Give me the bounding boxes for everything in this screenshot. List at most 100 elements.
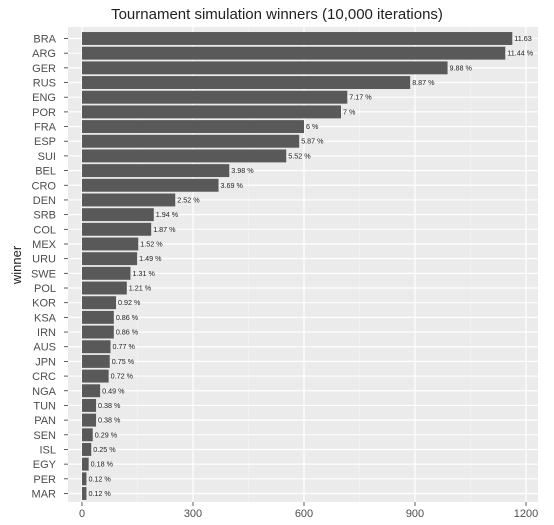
y-tick-label: JPN: [35, 356, 56, 368]
bar-swe: [82, 266, 131, 280]
y-tick-label: ESP: [34, 136, 56, 148]
data-label: 2.52 %: [177, 195, 200, 204]
y-tick-label: ARG: [32, 48, 56, 60]
y-tick-label: CRC: [32, 371, 56, 383]
data-label: 0.77 %: [112, 342, 135, 351]
data-label: 1.52 %: [140, 239, 163, 248]
bar-aus: [82, 340, 111, 354]
data-label: 11.63: [514, 34, 531, 43]
bar-kor: [82, 296, 117, 310]
data-label: 1.21 %: [129, 284, 152, 293]
y-tick-label: MEX: [32, 239, 57, 251]
y-tick-label: CRO: [32, 180, 57, 192]
y-tick-label: POL: [34, 283, 56, 295]
y-tick-label: ISL: [39, 444, 56, 456]
bar-sen: [82, 428, 93, 442]
data-label: 7.17 %: [349, 93, 372, 102]
bar-sui: [82, 149, 287, 163]
bar-uru: [82, 252, 138, 266]
y-tick-label: KSA: [34, 312, 57, 324]
data-label: 8.87 %: [412, 78, 435, 87]
bar-rus: [82, 76, 411, 89]
data-label: 0.38 %: [98, 401, 121, 410]
data-label: 1.94 %: [156, 210, 179, 219]
bar-isl: [82, 443, 92, 456]
y-tick-label: SUI: [38, 151, 56, 163]
bar-fra: [82, 120, 304, 134]
bar-pan: [82, 413, 97, 427]
bar-cro: [82, 178, 219, 192]
bar-col: [82, 222, 152, 236]
data-label: 0.12 %: [88, 474, 111, 483]
y-tick-label: MAR: [32, 489, 57, 501]
bar-esp: [82, 134, 300, 148]
y-tick-label: DEN: [33, 195, 56, 207]
data-label: 0.12 %: [88, 489, 111, 498]
y-tick-label: SEN: [33, 430, 56, 442]
bar-nga: [82, 384, 101, 398]
y-tick-label: PAN: [34, 415, 56, 427]
data-label: 9.88 %: [450, 63, 473, 72]
y-tick-label: PER: [33, 474, 56, 486]
data-label: 1.31 %: [132, 269, 155, 278]
data-label: 0.72 %: [111, 372, 134, 381]
y-tick-label: AUS: [33, 342, 56, 354]
y-tick-label: FRA: [34, 122, 57, 134]
bar-srb: [82, 208, 154, 222]
y-tick-label: POR: [32, 107, 56, 119]
x-tick-label: 300: [184, 508, 202, 520]
data-label: 3.98 %: [231, 166, 254, 175]
data-label: 1.49 %: [139, 254, 162, 263]
y-tick-label: SRB: [33, 210, 56, 222]
bar-crc: [82, 369, 109, 383]
y-tick-label: BEL: [35, 166, 56, 178]
x-tick-label: 900: [406, 508, 424, 520]
y-tick-label: GER: [32, 63, 56, 75]
bar-ger: [82, 61, 448, 75]
bar-bra: [82, 32, 513, 45]
data-label: 0.29 %: [95, 430, 118, 439]
y-axis-title: winner: [9, 245, 24, 285]
y-tick-label: NGA: [32, 386, 57, 398]
y-tick-label: EGY: [33, 459, 57, 471]
bar-mar: [82, 487, 87, 500]
x-tick-label: 600: [295, 508, 313, 520]
bar-pol: [82, 281, 127, 295]
bar-mex: [82, 237, 139, 251]
bar-den: [82, 193, 176, 207]
bar-por: [82, 105, 341, 119]
x-tick-label: 1200: [514, 508, 538, 520]
bar-bel: [82, 164, 230, 178]
data-label: 11.44 %: [507, 49, 533, 58]
data-label: 0.49 %: [102, 386, 125, 395]
y-tick-label: SWE: [31, 268, 56, 280]
bar-eng: [82, 90, 348, 104]
bar-tun: [82, 398, 97, 412]
bar-arg: [82, 46, 506, 60]
y-tick-label: RUS: [33, 78, 56, 90]
bar-jpn: [82, 354, 110, 368]
x-tick-label: 0: [79, 508, 85, 520]
bar-ksa: [82, 310, 114, 324]
data-label: 0.86 %: [116, 328, 139, 337]
y-tick-label: IRN: [37, 327, 56, 339]
y-tick-label: BRA: [33, 34, 56, 46]
data-label: 0.18 %: [91, 460, 114, 469]
y-tick-label: URU: [32, 254, 56, 266]
data-label: 0.38 %: [98, 416, 121, 425]
y-tick-label: ENG: [32, 92, 56, 104]
data-label: 7 %: [343, 107, 356, 116]
data-label: 5.52 %: [288, 151, 311, 160]
data-label: 5.87 %: [301, 137, 324, 146]
chart-title: Tournament simulation winners (10,000 it…: [111, 6, 443, 23]
bar-per: [82, 472, 87, 486]
data-label: 0.86 %: [116, 313, 139, 322]
data-label: 1.87 %: [153, 225, 176, 234]
data-label: 0.75 %: [112, 357, 135, 366]
y-tick-label: KOR: [32, 298, 56, 310]
bar-egy: [82, 457, 89, 471]
data-label: 6 %: [306, 122, 319, 131]
data-label: 0.92 %: [118, 298, 141, 307]
